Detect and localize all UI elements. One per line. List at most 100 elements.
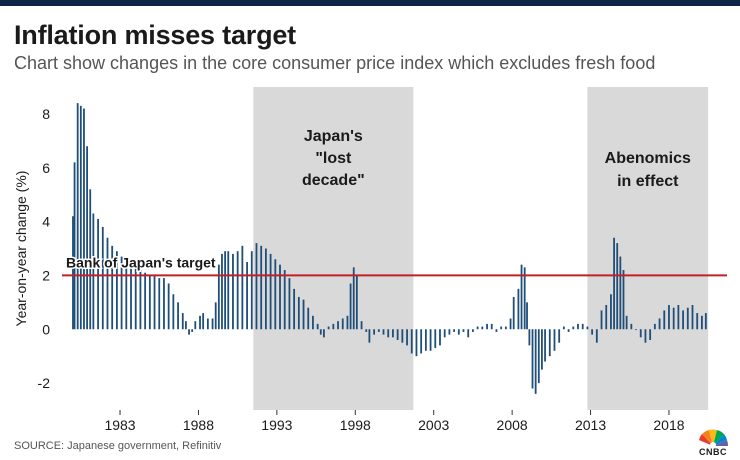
x-tick-label: 2013 bbox=[575, 417, 606, 433]
x-tick-label: 1993 bbox=[261, 417, 292, 433]
chart-subtitle: Chart show changes in the core consumer … bbox=[14, 53, 656, 73]
cpi-bar bbox=[167, 283, 170, 330]
cpi-bar bbox=[704, 313, 707, 330]
y-tick-label: 0 bbox=[42, 321, 50, 337]
cpi-bar bbox=[181, 313, 184, 330]
cpi-bar bbox=[548, 329, 551, 357]
cpi-bar bbox=[630, 323, 633, 330]
shaded-period-1 bbox=[253, 87, 414, 410]
cpi-bar bbox=[387, 329, 390, 338]
cpi-bar bbox=[462, 329, 465, 332]
cpi-bar bbox=[377, 329, 380, 332]
shaded-period-2 bbox=[587, 87, 709, 410]
cpi-bar bbox=[97, 218, 99, 330]
cpi-bar bbox=[217, 264, 220, 330]
peacock-icon bbox=[699, 429, 729, 448]
x-tick-label: 2018 bbox=[653, 417, 684, 433]
cpi-bar bbox=[668, 305, 670, 330]
cpi-bar bbox=[111, 245, 114, 330]
chart-title: Inflation misses target bbox=[14, 20, 296, 50]
y-tick-label: 8 bbox=[42, 106, 50, 122]
cpi-bar bbox=[509, 318, 512, 330]
cpi-bar bbox=[682, 310, 684, 330]
y-tick-label: 2 bbox=[42, 267, 50, 283]
cpi-bar bbox=[337, 321, 339, 330]
cpi-bar bbox=[283, 270, 286, 330]
cpi-bar bbox=[619, 256, 622, 330]
x-tick-label: 1998 bbox=[340, 417, 371, 433]
cpi-bar bbox=[250, 251, 253, 330]
cpi-bar bbox=[605, 305, 608, 330]
y-tick-label: -2 bbox=[38, 375, 51, 391]
cpi-bar bbox=[382, 329, 385, 335]
cpi-bar bbox=[327, 326, 330, 330]
cpi-bar bbox=[500, 326, 503, 330]
cpi-bar bbox=[144, 272, 147, 330]
y-axis-label: Year-on-year change (%) bbox=[13, 171, 29, 327]
cpi-bar bbox=[512, 296, 515, 330]
cpi-bar bbox=[635, 329, 637, 331]
cpi-bar bbox=[495, 329, 498, 332]
cpi-bar bbox=[677, 305, 680, 330]
cpi-bar bbox=[448, 329, 451, 335]
cpi-bar bbox=[134, 267, 137, 330]
cpi-bar bbox=[255, 243, 258, 330]
x-tick-label: 1988 bbox=[183, 417, 214, 433]
cpi-bar bbox=[115, 251, 118, 330]
cpi-bar bbox=[139, 270, 142, 330]
cpi-bar bbox=[686, 307, 689, 330]
cpi-bar bbox=[639, 329, 642, 338]
cpi-bar bbox=[316, 323, 319, 330]
cpi-bar bbox=[572, 326, 575, 330]
cnbc-logo: CNBC bbox=[693, 422, 733, 458]
top-accent-bar bbox=[0, 0, 740, 6]
cpi-bar bbox=[172, 294, 175, 330]
cpi-bar bbox=[610, 294, 612, 330]
cpi-bar bbox=[558, 329, 561, 343]
cpi-bar bbox=[577, 323, 579, 330]
cpi-bar bbox=[293, 288, 296, 330]
cpi-bar bbox=[625, 315, 628, 330]
cpi-bar bbox=[658, 318, 661, 330]
x-tick-label: 2003 bbox=[418, 417, 449, 433]
cpi-bar bbox=[232, 253, 234, 330]
cpi-bar bbox=[613, 237, 615, 330]
cpi-bar bbox=[101, 226, 104, 330]
cpi-bar bbox=[595, 329, 598, 343]
cpi-bar bbox=[396, 329, 399, 341]
cpi-bar bbox=[360, 321, 363, 330]
cpi-bar bbox=[622, 270, 625, 330]
cpi-bar bbox=[279, 264, 281, 330]
cpi-bar bbox=[410, 329, 413, 354]
cpi-bar bbox=[120, 256, 123, 330]
cpi-bar bbox=[352, 267, 355, 330]
cpi-bar bbox=[73, 162, 76, 330]
cpi-bar bbox=[346, 315, 349, 330]
cpi-bar bbox=[696, 313, 699, 330]
cpi-bar bbox=[211, 318, 214, 330]
cpi-bar bbox=[581, 323, 584, 330]
logo-wordmark: CNBC bbox=[699, 447, 727, 457]
cpi-bar bbox=[349, 283, 352, 330]
source-note: SOURCE: Japanese government, Refinitiv bbox=[14, 440, 222, 452]
cpi-bar bbox=[319, 329, 322, 335]
cpi-bar bbox=[392, 329, 394, 338]
shaded-period-label: "lost bbox=[315, 150, 352, 167]
cpi-bar bbox=[457, 329, 460, 335]
cpi-bar bbox=[434, 329, 437, 349]
cpi-bar bbox=[194, 321, 197, 330]
y-tick-label: 4 bbox=[42, 214, 50, 230]
cpi-bar bbox=[214, 302, 217, 330]
cpi-bar bbox=[163, 278, 165, 330]
cpi-bar bbox=[541, 329, 543, 370]
cpi-bar bbox=[537, 329, 540, 384]
cpi-bar bbox=[312, 315, 314, 330]
cpi-bar bbox=[89, 189, 92, 330]
cpi-bar bbox=[302, 299, 305, 330]
shaded-period-label: Abenomics bbox=[605, 150, 691, 167]
cpi-bar bbox=[92, 213, 95, 330]
cpi-bar bbox=[202, 313, 205, 330]
cpi-bar bbox=[415, 329, 418, 357]
cpi-bar bbox=[199, 315, 201, 330]
cpi-bar bbox=[76, 103, 79, 330]
